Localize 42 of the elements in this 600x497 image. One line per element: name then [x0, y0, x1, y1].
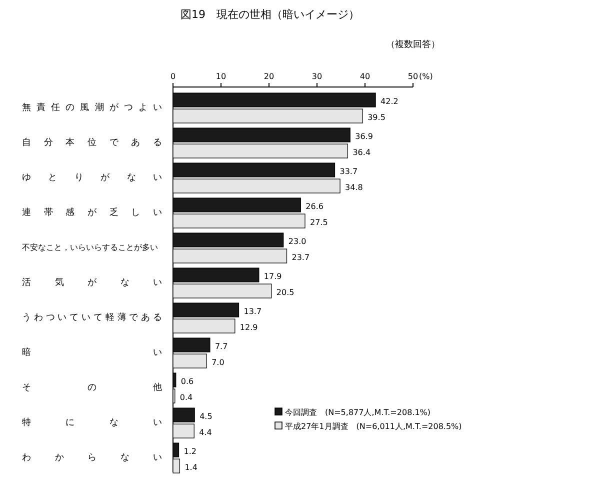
y-tick-label: 無責任の風潮がつよい: [22, 102, 168, 113]
x-axis-title: (%): [419, 72, 433, 81]
x-tick-label: 50: [408, 72, 418, 81]
data-label: 13.7: [244, 307, 262, 316]
chart-subtitle: （複数回答）: [386, 39, 440, 50]
legend: 平成27年1月調査 (N=6,011人,M.T.=208.5%): [274, 422, 462, 431]
data-label: 33.7: [340, 167, 358, 176]
y-tick-label: ゆとりがない: [22, 173, 180, 183]
data-label: 42.2: [380, 97, 398, 106]
data-label: 1.4: [184, 463, 198, 472]
data-label: 36.4: [352, 148, 371, 157]
data-label: 4.5: [200, 412, 212, 421]
x-tick-label: 30: [312, 72, 322, 81]
data-label: 12.9: [240, 323, 258, 332]
data-label: 23.7: [292, 253, 310, 262]
data-label: 7.7: [214, 342, 228, 351]
data-label: 23.0: [288, 237, 306, 246]
legend: 今回調査 (N=5,877人,M.T.=208.1%): [274, 408, 431, 417]
x-tick-label: 20: [264, 72, 274, 81]
y-tick-label: わからない: [22, 453, 186, 463]
data-label: 36.9: [355, 132, 373, 141]
y-tick-label: 自分本位である: [22, 137, 175, 148]
data-label: 17.9: [264, 272, 282, 281]
data-label: 0.4: [180, 393, 193, 402]
data-label: 0.6: [180, 377, 194, 386]
y-tick-label: 特にない: [22, 417, 197, 428]
y-tick-label: 活気がない: [22, 277, 186, 288]
data-label: 20.5: [276, 288, 294, 297]
data-label: 39.5: [368, 113, 386, 122]
data-label: 26.6: [306, 202, 324, 211]
y-tick-label: 連帯感が乏しい: [22, 207, 175, 218]
y-tick-label: うわついていて軽薄である: [22, 312, 165, 323]
x-tick-label: 10: [216, 72, 226, 81]
y-tick-label: 不安なこと，いらいらすることが多い: [22, 242, 158, 252]
data-label: 34.8: [345, 183, 363, 192]
x-tick-label: 0: [170, 72, 176, 81]
chart-title: 図19 現在の世相（暗いイメージ）: [180, 8, 360, 21]
x-tick-label: 40: [360, 72, 370, 81]
data-label: 4.4: [199, 428, 212, 437]
data-label: 27.5: [310, 218, 328, 227]
data-label: 1.2: [184, 447, 196, 456]
data-label: 7.0: [212, 358, 224, 367]
